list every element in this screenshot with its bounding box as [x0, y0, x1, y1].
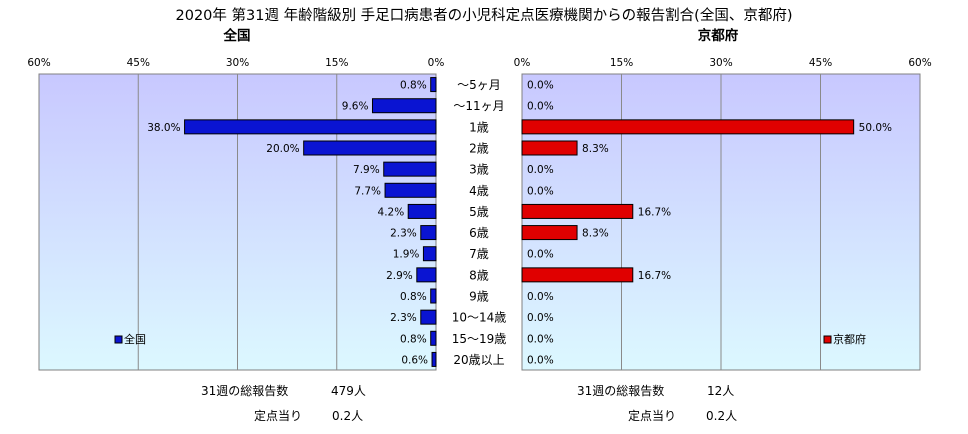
kyoto-data-label: 0.0% [527, 333, 554, 345]
kyoto-total-label: 31週の総報告数 [577, 383, 664, 398]
national-bar [430, 288, 437, 304]
national-bar [420, 309, 437, 325]
national-tick-label: 15% [325, 57, 348, 69]
national-data-label: 0.8% [400, 291, 427, 303]
kyoto-bar [521, 203, 634, 219]
national-data-label: 0.8% [400, 333, 427, 345]
national-data-label: 7.7% [354, 185, 381, 197]
kyoto-tick-label: 0% [514, 57, 531, 69]
category-label: ～11ヶ月 [453, 99, 504, 113]
national-bar [371, 98, 437, 114]
kyoto-data-label: 0.0% [527, 80, 554, 92]
category-label: 6歳 [469, 226, 489, 240]
kyoto-data-label: 8.3% [582, 143, 609, 155]
kyoto-data-label: 0.0% [527, 249, 554, 261]
national-bar [430, 77, 437, 93]
national-tick-label: 0% [428, 57, 445, 69]
national-legend-label: 全国 [124, 332, 146, 346]
category-label: 4歳 [469, 184, 489, 198]
category-label: 7歳 [469, 247, 489, 261]
national-per-value: 0.2人 [332, 409, 363, 423]
national-bar [420, 225, 437, 241]
national-data-label: 20.0% [266, 143, 299, 155]
national-data-label: 0.8% [400, 80, 427, 92]
national-tick-label: 30% [226, 57, 249, 69]
kyoto-data-label: 0.0% [527, 185, 554, 197]
national-bar [383, 161, 437, 177]
category-label: 2歳 [469, 142, 489, 156]
kyoto-bar [521, 140, 578, 156]
kyoto-data-label: 0.0% [527, 164, 554, 176]
national-data-label: 0.6% [401, 354, 428, 366]
national-title: 全国 [223, 27, 251, 44]
kyoto-bar [521, 267, 634, 283]
kyoto-data-label: 8.3% [582, 228, 609, 240]
kyoto-legend-swatch [823, 335, 832, 344]
kyoto-data-label: 16.7% [638, 270, 671, 282]
kyoto-data-label: 0.0% [527, 291, 554, 303]
kyoto-legend-label: 京都府 [833, 332, 866, 346]
category-label: 9歳 [469, 290, 489, 304]
national-total-value: 479人 [331, 384, 366, 398]
national-bar [431, 351, 437, 367]
national-total-label: 31週の総報告数 [201, 383, 288, 398]
category-label: 5歳 [469, 205, 489, 219]
kyoto-bar [521, 225, 578, 241]
category-label: 20歳以上 [453, 353, 504, 367]
national-bar [303, 140, 437, 156]
category-label: 3歳 [469, 163, 489, 177]
national-bar [416, 267, 437, 283]
kyoto-per-value: 0.2人 [706, 409, 737, 423]
category-label: ～5ヶ月 [457, 78, 501, 92]
national-bar [430, 330, 437, 346]
kyoto-data-label: 16.7% [638, 206, 671, 218]
national-bar [184, 119, 437, 135]
kyoto-tick-label: 15% [610, 57, 633, 69]
category-label: 1歳 [469, 120, 489, 134]
national-data-label: 1.9% [393, 249, 420, 261]
national-tick-label: 60% [27, 57, 50, 69]
kyoto-tick-label: 30% [709, 57, 732, 69]
kyoto-data-label: 0.0% [527, 312, 554, 324]
national-bar [384, 182, 437, 198]
kyoto-tick-label: 60% [908, 57, 931, 69]
national-data-label: 2.9% [386, 270, 413, 282]
national-data-label: 7.9% [353, 164, 380, 176]
kyoto-data-label: 0.0% [527, 101, 554, 113]
national-data-label: 9.6% [342, 101, 369, 113]
kyoto-data-label: 0.0% [527, 354, 554, 366]
kyoto-bar [521, 119, 855, 135]
kyoto-tick-label: 45% [809, 57, 832, 69]
category-label: 8歳 [469, 268, 489, 282]
chart-title: 2020年 第31週 年齢階級別 手足口病患者の小児科定点医療機関からの報告割合… [176, 6, 793, 24]
kyoto-total-value: 12人 [707, 384, 734, 398]
national-per-label: 定点当り [254, 408, 302, 423]
national-data-label: 2.3% [390, 312, 417, 324]
kyoto-per-label: 定点当り [628, 408, 676, 423]
kyoto-title: 京都府 [698, 27, 739, 44]
kyoto-data-label: 50.0% [859, 122, 892, 134]
national-data-label: 2.3% [390, 228, 417, 240]
national-data-label: 4.2% [378, 206, 405, 218]
category-label: 10～14歳 [452, 311, 507, 325]
national-bar [422, 246, 437, 262]
national-bar [407, 203, 437, 219]
national-data-label: 38.0% [147, 122, 180, 134]
national-legend-swatch [114, 335, 123, 344]
category-label: 15～19歳 [452, 332, 507, 346]
national-tick-label: 45% [127, 57, 150, 69]
